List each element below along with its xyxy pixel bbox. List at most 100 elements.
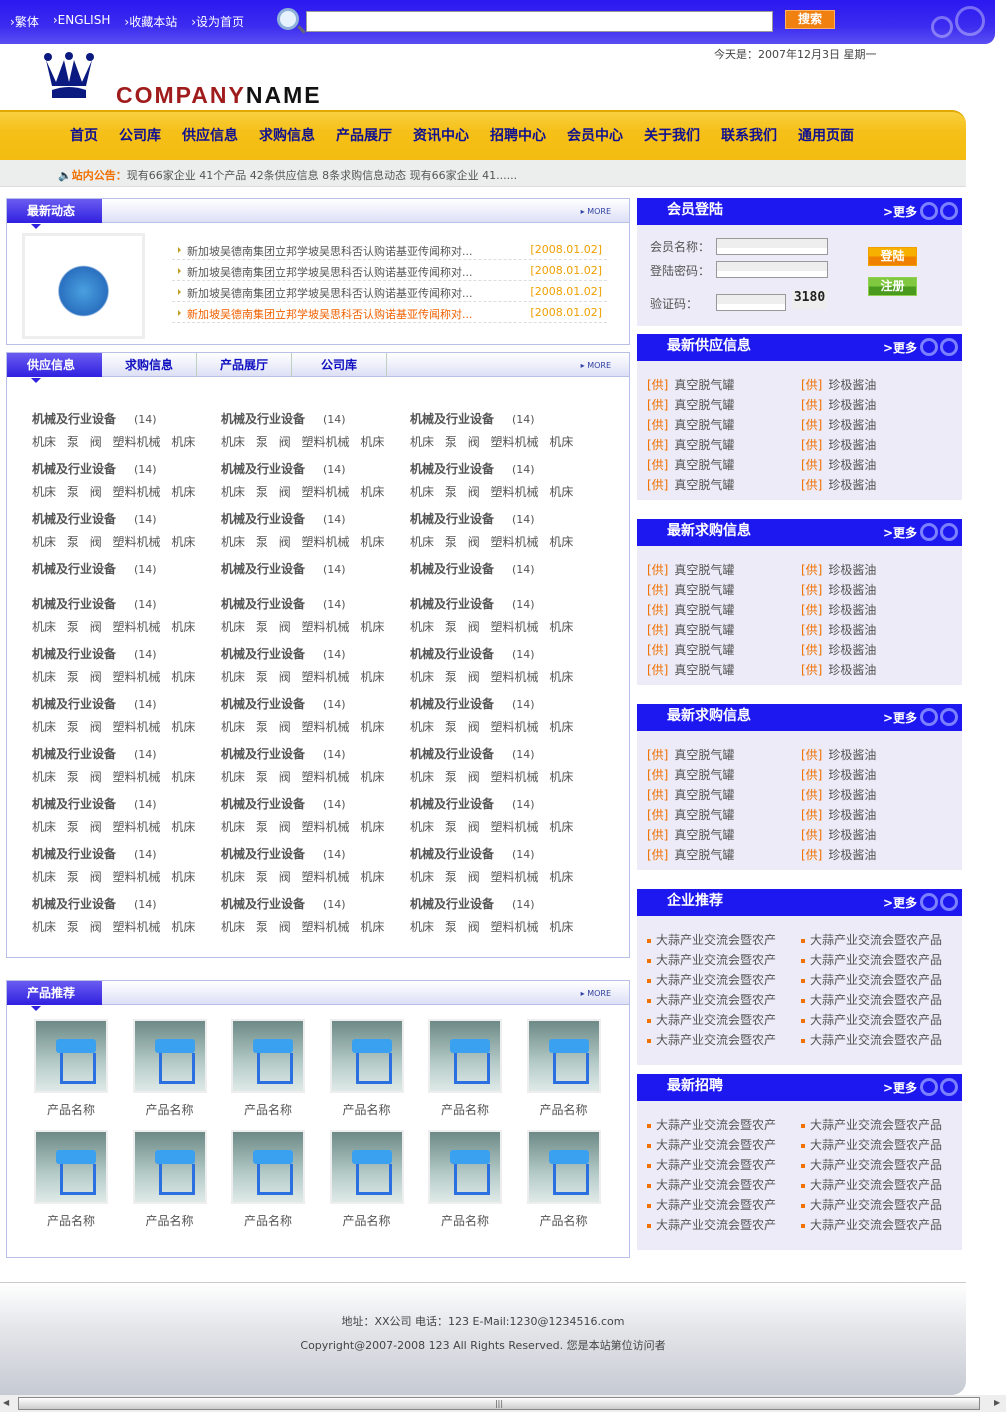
product-item[interactable]: 产品名称 bbox=[329, 1019, 404, 1118]
item-text[interactable]: 真空脱气罐 bbox=[674, 808, 735, 822]
news-title[interactable]: 新加坡吴德南集团立邦学坡吴思科否认购诺基亚传闻称对... bbox=[187, 266, 473, 279]
category-name[interactable]: 机械及行业设备 bbox=[221, 797, 306, 811]
product-item[interactable]: 产品名称 bbox=[231, 1130, 305, 1229]
product-name[interactable]: 产品名称 bbox=[539, 1214, 588, 1228]
subcategory-link[interactable]: 泵 bbox=[255, 485, 268, 499]
subcategory-link[interactable]: 阀 bbox=[278, 620, 291, 634]
subcategory-link[interactable]: 机床 bbox=[171, 820, 196, 834]
item-text[interactable]: 珍极酱油 bbox=[828, 563, 877, 577]
category-title[interactable]: 机械及行业设备 (14) bbox=[410, 695, 595, 712]
product-image[interactable] bbox=[231, 1019, 305, 1093]
subcategory-link[interactable]: 泵 bbox=[444, 535, 457, 549]
item-text[interactable]: 珍极酱油 bbox=[828, 848, 877, 862]
nav-item[interactable]: 公司库 bbox=[119, 128, 161, 144]
subcategory-link[interactable]: 塑料机械 bbox=[112, 720, 161, 734]
subcategory-link[interactable]: 塑料机械 bbox=[490, 620, 539, 634]
item-text[interactable]: 真空脱气罐 bbox=[674, 563, 735, 577]
product-image[interactable] bbox=[329, 1130, 404, 1204]
product-item[interactable]: 产品名称 bbox=[132, 1130, 207, 1229]
sidebar-item[interactable]: [供] 真空脱气罐 bbox=[647, 661, 734, 678]
item-text[interactable]: 真空脱气罐 bbox=[674, 768, 735, 782]
category-title[interactable]: 机械及行业设备 (14) bbox=[221, 560, 406, 577]
subcategory-link[interactable]: 机床 bbox=[549, 720, 574, 734]
category-name[interactable]: 机械及行业设备 bbox=[221, 747, 306, 761]
nav-item[interactable]: 招聘中心 bbox=[490, 128, 546, 144]
subcategory-link[interactable]: 阀 bbox=[278, 920, 291, 934]
login-button[interactable]: 登陆 bbox=[868, 247, 917, 266]
item-text[interactable]: 真空脱气罐 bbox=[674, 848, 735, 862]
product-item[interactable]: 产品名称 bbox=[231, 1019, 305, 1118]
sidebar-item[interactable]: 大蒜产业交流会暨农产品 bbox=[801, 1136, 942, 1153]
category-name[interactable]: 机械及行业设备 bbox=[221, 412, 306, 426]
item-text[interactable]: 珍极酱油 bbox=[828, 438, 877, 452]
subcategory-link[interactable]: 泵 bbox=[66, 620, 79, 634]
subcategory-link[interactable]: 塑料机械 bbox=[112, 920, 161, 934]
news-title[interactable]: 新加坡吴德南集团立邦学坡吴思科否认购诺基亚传闻称对... bbox=[187, 308, 473, 321]
subcategory-link[interactable]: 泵 bbox=[66, 670, 79, 684]
subcategory-link[interactable]: 机床 bbox=[32, 620, 57, 634]
category-title[interactable]: 机械及行业设备 (14) bbox=[32, 745, 217, 762]
item-text[interactable]: 大蒜产业交流会暨农产 bbox=[656, 993, 777, 1007]
item-text[interactable]: 珍极酱油 bbox=[828, 418, 877, 432]
item-text[interactable]: 大蒜产业交流会暨农产品 bbox=[810, 1198, 943, 1212]
link-bookmark[interactable]: ›收藏本站 bbox=[124, 15, 178, 29]
product-name[interactable]: 产品名称 bbox=[342, 1214, 391, 1228]
subcategory-link[interactable]: 泵 bbox=[444, 435, 457, 449]
item-text[interactable]: 真空脱气罐 bbox=[674, 458, 735, 472]
category-title[interactable]: 机械及行业设备 (14) bbox=[410, 795, 595, 812]
subcategory-link[interactable]: 塑料机械 bbox=[490, 770, 539, 784]
subcategory-link[interactable]: 塑料机械 bbox=[490, 485, 539, 499]
subcategory-link[interactable]: 机床 bbox=[32, 670, 57, 684]
subcategory-link[interactable]: 泵 bbox=[444, 720, 457, 734]
subcategory-link[interactable]: 机床 bbox=[549, 820, 574, 834]
category-name[interactable]: 机械及行业设备 bbox=[221, 462, 306, 476]
news-item[interactable]: 新加坡吴德南集团立邦学坡吴思科否认购诺基亚传闻称对... [2008.01.02] bbox=[172, 260, 607, 281]
subcategory-link[interactable]: 阀 bbox=[467, 435, 480, 449]
subcategory-link[interactable]: 机床 bbox=[549, 670, 574, 684]
subcategory-link[interactable]: 塑料机械 bbox=[490, 670, 539, 684]
subcategory-link[interactable]: 塑料机械 bbox=[301, 870, 350, 884]
sidebar-item[interactable]: [供] 真空脱气罐 bbox=[647, 746, 734, 763]
subcategory-link[interactable]: 阀 bbox=[89, 620, 102, 634]
subcategory-link[interactable]: 机床 bbox=[171, 435, 196, 449]
link-set-homepage[interactable]: ›设为首页 bbox=[191, 15, 245, 29]
subcategory-link[interactable]: 泵 bbox=[255, 920, 268, 934]
subcategory-link[interactable]: 机床 bbox=[221, 670, 246, 684]
subcategory-link[interactable]: 机床 bbox=[410, 535, 435, 549]
category-title[interactable]: 机械及行业设备 (14) bbox=[32, 410, 217, 427]
sidebar-item[interactable]: 大蒜产业交流会暨农产 bbox=[647, 1116, 776, 1133]
category-title[interactable]: 机械及行业设备 (14) bbox=[410, 645, 595, 662]
more-link[interactable]: >更多 bbox=[882, 1081, 917, 1095]
category-title[interactable]: 机械及行业设备 (14) bbox=[410, 745, 595, 762]
item-text[interactable]: 真空脱气罐 bbox=[674, 643, 735, 657]
category-title[interactable]: 机械及行业设备 (14) bbox=[32, 845, 217, 862]
sidebar-item[interactable]: 大蒜产业交流会暨农产 bbox=[647, 1156, 776, 1173]
item-text[interactable]: 大蒜产业交流会暨农产 bbox=[656, 1158, 777, 1172]
subcategory-link[interactable]: 塑料机械 bbox=[490, 820, 539, 834]
subcategory-link[interactable]: 机床 bbox=[360, 670, 385, 684]
item-text[interactable]: 真空脱气罐 bbox=[674, 788, 735, 802]
subcategory-link[interactable]: 阀 bbox=[89, 720, 102, 734]
subcategory-link[interactable]: 塑料机械 bbox=[112, 485, 161, 499]
product-image[interactable] bbox=[526, 1019, 601, 1093]
category-title[interactable]: 机械及行业设备 (14) bbox=[410, 595, 595, 612]
news-item[interactable]: 新加坡吴德南集团立邦学坡吴思科否认购诺基亚传闻称对... [2008.01.02] bbox=[172, 302, 607, 323]
category-title[interactable]: 机械及行业设备 (14) bbox=[32, 795, 217, 812]
sidebar-item[interactable]: [供] 珍极酱油 bbox=[801, 826, 876, 843]
category-name[interactable]: 机械及行业设备 bbox=[410, 847, 495, 861]
item-text[interactable]: 真空脱气罐 bbox=[674, 583, 735, 597]
subcategory-link[interactable]: 机床 bbox=[410, 720, 435, 734]
subcategory-link[interactable]: 机床 bbox=[410, 770, 435, 784]
subcategory-link[interactable]: 塑料机械 bbox=[112, 620, 161, 634]
subcategory-link[interactable]: 泵 bbox=[444, 820, 457, 834]
item-text[interactable]: 真空脱气罐 bbox=[674, 828, 735, 842]
category-name[interactable]: 机械及行业设备 bbox=[32, 647, 117, 661]
product-name[interactable]: 产品名称 bbox=[145, 1214, 194, 1228]
subcategory-link[interactable]: 机床 bbox=[171, 535, 196, 549]
subcategory-link[interactable]: 阀 bbox=[278, 485, 291, 499]
sidebar-item[interactable]: [供] 真空脱气罐 bbox=[647, 416, 734, 433]
product-name[interactable]: 产品名称 bbox=[539, 1103, 588, 1117]
subcategory-link[interactable]: 塑料机械 bbox=[301, 485, 350, 499]
category-name[interactable]: 机械及行业设备 bbox=[410, 747, 495, 761]
product-name[interactable]: 产品名称 bbox=[46, 1103, 95, 1117]
